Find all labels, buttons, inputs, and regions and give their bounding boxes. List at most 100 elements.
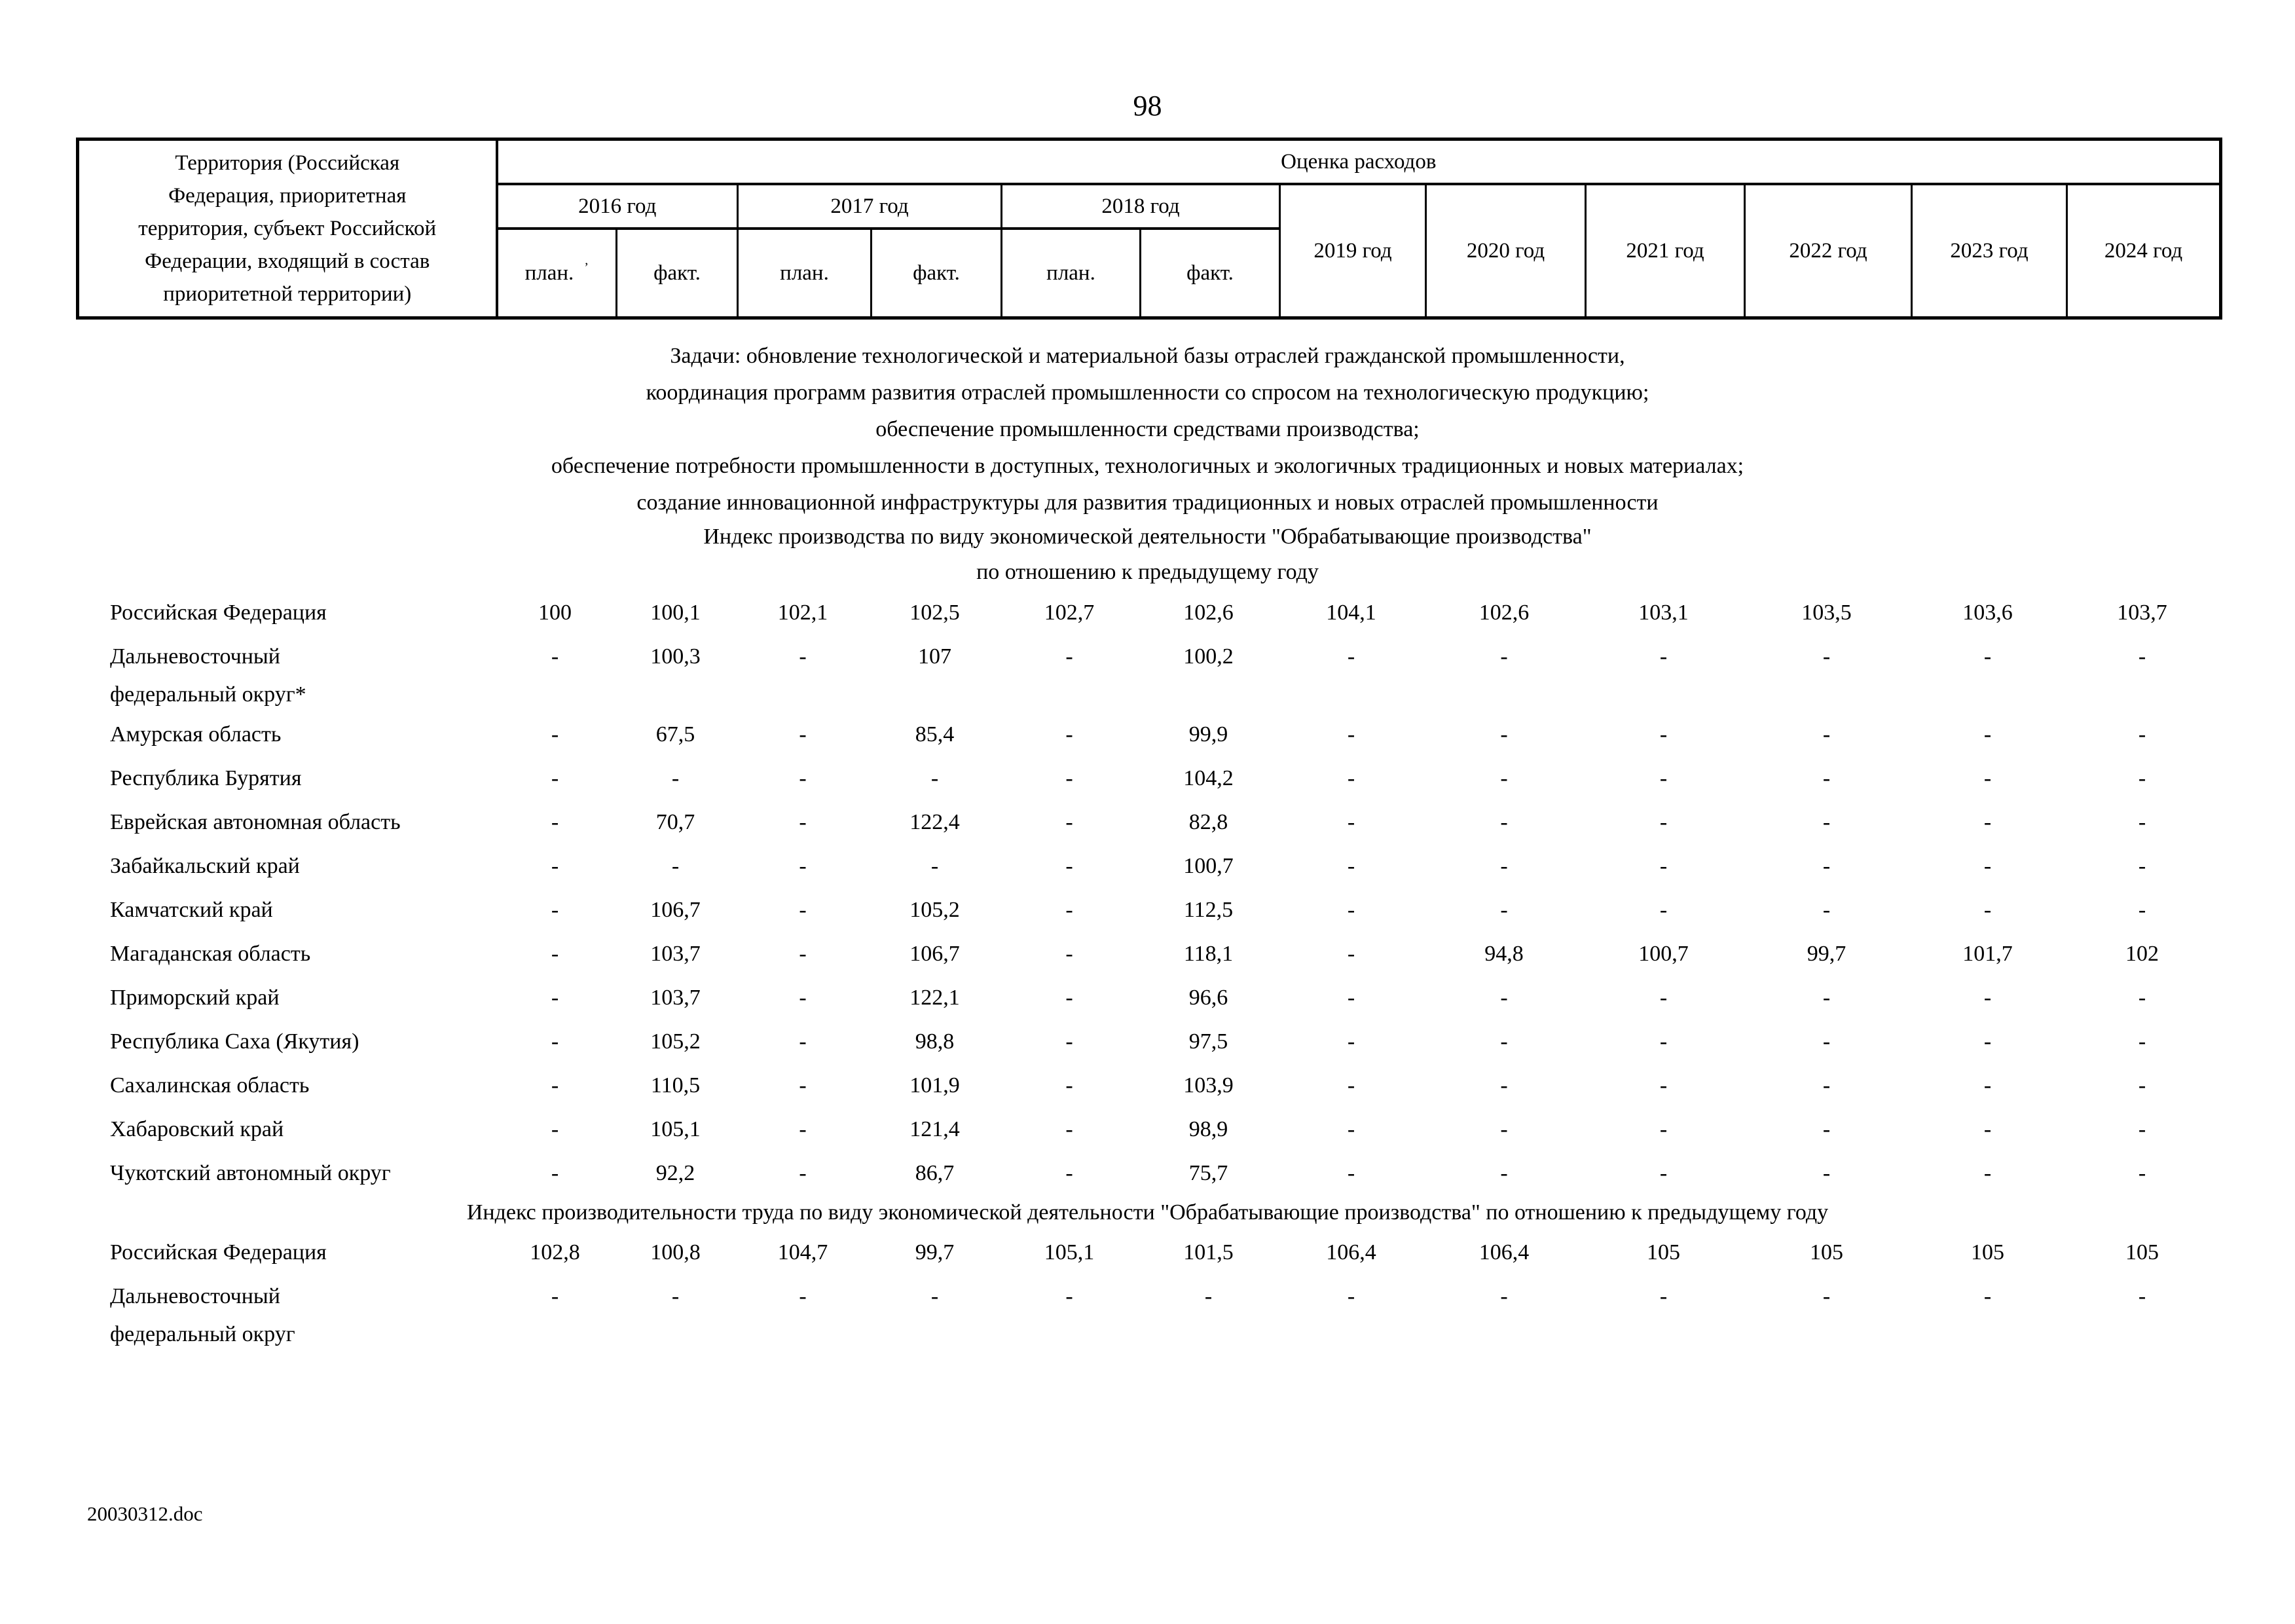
territory-label: Дальневосточный федеральный округ [76, 1276, 495, 1354]
value-cell: - [1659, 854, 1668, 878]
territory-label: Сахалинская область [76, 1065, 495, 1109]
value-cell: 102 [2125, 942, 2159, 966]
territory-header-line: приоритетной территории) [163, 282, 412, 306]
value-cell: - [551, 1161, 559, 1185]
table-row: Дальневосточный федеральный округ* - 100,3 -… [76, 637, 2219, 714]
expenses-header-cell: Оценка расходов [496, 139, 2221, 185]
value-cell: 105,1 [1044, 1240, 1095, 1264]
table-row: Российская Федерация 102,8 100,8 104,7 99,7 1… [76, 1232, 2219, 1276]
value-cell: - [551, 1284, 559, 1308]
value-cell: - [2138, 722, 2146, 747]
territory-label-line: Камчатский край [110, 898, 273, 922]
value-cell: - [2138, 1117, 2146, 1141]
value-cell: - [1347, 644, 1355, 669]
table-row: Дальневосточный федеральный округ - - - - - - - -… [76, 1276, 2219, 1354]
value-cell: - [551, 644, 559, 669]
territory-label-line: Дальневосточный [110, 644, 280, 669]
value-cell: 100,3 [650, 644, 701, 669]
year-2021: 2021 год [1585, 184, 1746, 318]
value-cell: - [1500, 986, 1508, 1010]
value-cell: - [1347, 722, 1355, 747]
value-cell: - [2138, 1284, 2146, 1308]
value-cell: 106,4 [1326, 1240, 1376, 1264]
value-cell: 105,1 [650, 1117, 701, 1141]
value-cell: - [799, 898, 807, 922]
value-cell: - [1822, 810, 1831, 834]
value-cell: - [930, 854, 939, 878]
year-2024: 2024 год [2066, 184, 2222, 318]
value-cell: 103,1 [1638, 600, 1689, 625]
value-cell: 98,8 [915, 1029, 955, 1054]
fact-header-2016: факт. [616, 229, 739, 318]
value-cell: 103,5 [1801, 600, 1852, 625]
value-cell: - [1659, 986, 1668, 1010]
value-cell: - [551, 810, 559, 834]
scan-artifact: ʼ [584, 261, 589, 275]
value-cell: - [1983, 1073, 1992, 1098]
value-cell: - [799, 942, 807, 966]
value-cell: 104,1 [1326, 600, 1376, 625]
value-cell: - [1500, 1161, 1508, 1185]
value-cell: - [1500, 1029, 1508, 1054]
territory-label: Республика Саха (Якутия) [76, 1022, 495, 1065]
value-cell: - [1347, 1073, 1355, 1098]
value-cell: 102,6 [1183, 600, 1234, 625]
labour-productivity-index-title: Индекс производительности труда по виду … [76, 1195, 2219, 1230]
header-row-1: Территория (Российская Федерация, приори… [77, 139, 2221, 318]
value-cell: 100,8 [650, 1240, 701, 1264]
labour-productivity-index-table: Российская Федерация 102,8 100,8 104,7 99,7 1… [76, 1232, 2219, 1354]
fact-header-2017: факт. [871, 229, 1002, 318]
value-cell: - [551, 854, 559, 878]
value-cell: - [799, 1284, 807, 1308]
value-cell: 110,5 [650, 1073, 701, 1098]
value-cell: 100,1 [650, 600, 701, 625]
plan-header-2018: план. [1001, 229, 1141, 318]
table-row: Забайкальский край - - - - - 100,7 - - - - - - [76, 846, 2219, 890]
task-line: Задачи: обновление технологической и мат… [670, 344, 1625, 368]
value-cell: - [1822, 898, 1831, 922]
title-line: Индекс производительности труда по виду … [466, 1200, 1829, 1225]
value-cell: - [1659, 1117, 1668, 1141]
territory-header-line: территория, субъект Российской [138, 217, 437, 240]
value-cell: - [799, 766, 807, 790]
value-cell: 94,8 [1484, 942, 1524, 966]
year-2023: 2023 год [1911, 184, 2068, 318]
value-cell: 101,5 [1183, 1240, 1234, 1264]
value-cell: - [1659, 898, 1668, 922]
value-cell: - [551, 986, 559, 1010]
value-cell: - [1065, 1029, 1073, 1054]
value-cell: 102,7 [1044, 600, 1095, 625]
table-row: Амурская область - 67,5 - 85,4 - 99,9 - - - - - - [76, 714, 2219, 758]
value-cell: - [551, 1073, 559, 1098]
territory-label-line: Забайкальский край [110, 854, 300, 878]
year-2020: 2020 год [1425, 184, 1587, 318]
value-cell: - [1983, 1284, 1992, 1308]
value-cell: 118,1 [1183, 942, 1234, 966]
territory-label-line: Российская Федерация [110, 1240, 327, 1264]
value-cell: 102,5 [909, 600, 960, 625]
value-cell: 103,9 [1183, 1073, 1234, 1098]
value-cell: - [1500, 898, 1508, 922]
value-cell: - [1983, 986, 1992, 1010]
value-cell: 105 [2125, 1240, 2159, 1264]
value-cell: - [1065, 898, 1073, 922]
value-cell: 104,2 [1183, 766, 1234, 790]
territory-label: Еврейская автономная область [76, 802, 495, 846]
territory-label: Приморский край [76, 978, 495, 1022]
value-cell: - [799, 854, 807, 878]
value-cell: - [799, 1161, 807, 1185]
territory-label-line: Приморский край [110, 986, 280, 1010]
header-row-3: план. ʼ факт. план. факт. план. факт. [78, 229, 2221, 318]
value-cell: - [1822, 1117, 1831, 1141]
value-cell: 105,2 [909, 898, 960, 922]
value-cell: 99,7 [915, 1240, 955, 1264]
value-cell: 100,7 [1183, 854, 1234, 878]
value-cell: - [1659, 1284, 1668, 1308]
value-cell: - [1983, 1117, 1992, 1141]
value-cell: - [1983, 722, 1992, 747]
value-cell: 96,6 [1188, 986, 1228, 1010]
value-cell: 92,2 [655, 1161, 695, 1185]
value-cell: - [2138, 1073, 2146, 1098]
value-cell: 122,4 [909, 810, 960, 834]
value-cell: - [551, 722, 559, 747]
